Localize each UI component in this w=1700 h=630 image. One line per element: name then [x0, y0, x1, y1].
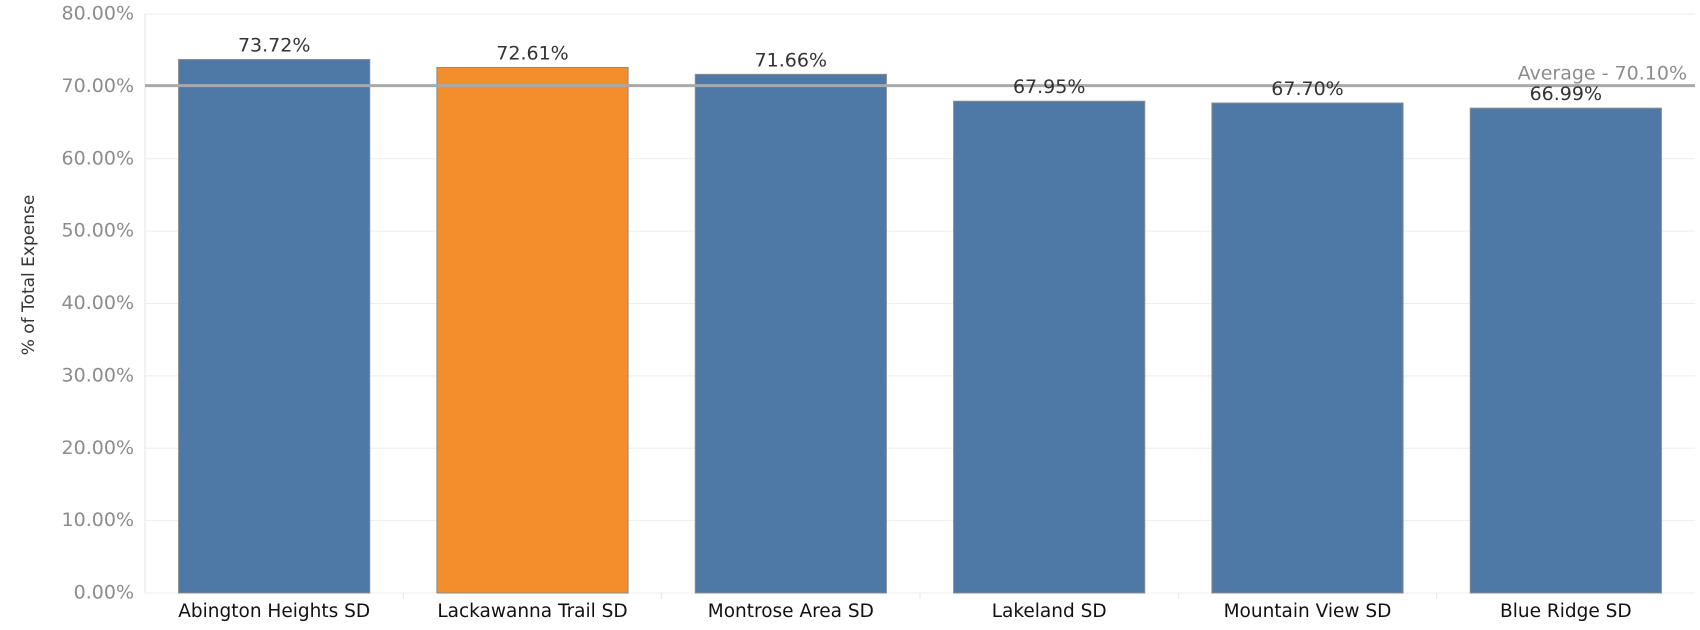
- y-tick-label: 50.00%: [62, 220, 134, 242]
- bar-value-label: 66.99%: [1530, 83, 1602, 105]
- x-category-label: Lackawanna Trail SD: [437, 601, 627, 622]
- bar-value-label: 67.70%: [1271, 78, 1343, 100]
- value-labels: 73.72% 72.61% 71.66% 67.95% 67.70% 66.99%: [238, 34, 1602, 105]
- y-tick-label: 60.00%: [62, 147, 134, 169]
- bar-value-label: 73.72%: [238, 34, 310, 56]
- y-tick-label: 20.00%: [62, 437, 134, 459]
- x-category-label: Abington Heights SD: [178, 601, 370, 622]
- average-reference-label: Average - 70.10%: [1518, 63, 1687, 85]
- bar-value-label: 71.66%: [755, 49, 827, 71]
- x-category-label: Montrose Area SD: [708, 601, 874, 622]
- x-axis-categories: Abington Heights SD Lackawanna Trail SD Mo…: [178, 601, 1631, 622]
- x-category-label: Mountain View SD: [1224, 601, 1392, 622]
- bar-1[interactable]: [178, 58, 371, 594]
- y-tick-label: 40.00%: [62, 292, 134, 314]
- bar-6[interactable]: [1469, 107, 1662, 594]
- y-tick-label: 80.00%: [62, 3, 134, 25]
- bar-2[interactable]: [436, 66, 629, 594]
- average-line-group: Average - 70.10%: [145, 63, 1695, 88]
- bar-value-label: 72.61%: [496, 42, 568, 64]
- y-tick-label: 70.00%: [62, 75, 134, 97]
- y-tick-label: 0.00%: [74, 582, 134, 604]
- x-category-label: Blue Ridge SD: [1500, 601, 1632, 622]
- y-axis-ticks: 0.00% 10.00% 20.00% 30.00% 40.00% 50.00% 60.00…: [62, 3, 134, 604]
- y-tick-label: 10.00%: [62, 509, 134, 531]
- bar-4[interactable]: [953, 100, 1146, 594]
- bar-5[interactable]: [1211, 102, 1404, 594]
- y-axis-label: % of Total Expense: [19, 195, 39, 356]
- grid-lines: [144, 13, 1695, 599]
- bar-value-label: 67.95%: [1013, 76, 1085, 98]
- x-category-label: Lakeland SD: [992, 601, 1107, 622]
- bar-3[interactable]: [694, 73, 887, 594]
- y-tick-label: 30.00%: [62, 364, 134, 386]
- bars: [178, 58, 1662, 594]
